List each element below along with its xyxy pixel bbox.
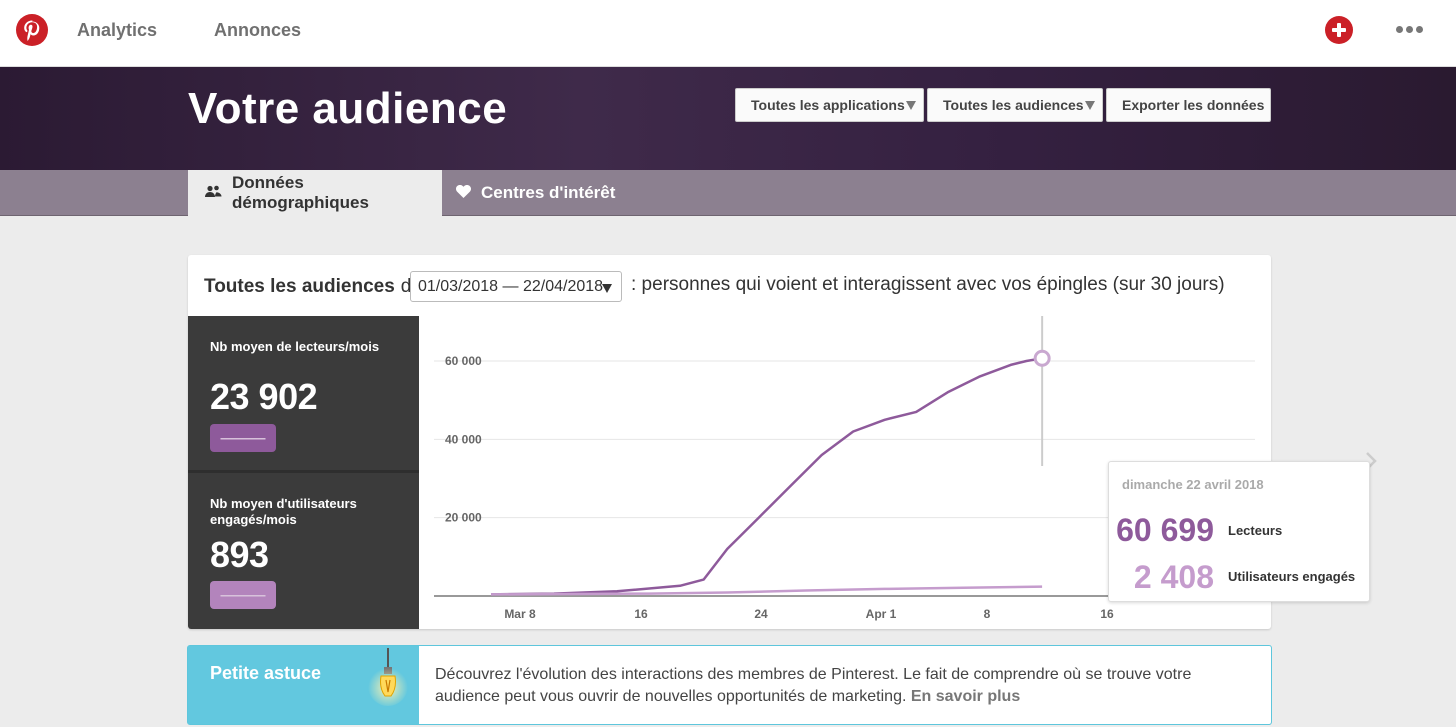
- engaged-stat-label: Nb moyen d'utilisateurs engagés/mois: [210, 496, 357, 527]
- tip-text: Découvrez l'évolution des interactions d…: [435, 664, 1255, 708]
- x-tick-label: Mar 8: [504, 607, 536, 621]
- more-options-icon[interactable]: [1396, 26, 1424, 34]
- date-range-value: 01/03/2018 — 22/04/2018: [418, 277, 604, 295]
- tab-demographics[interactable]: Données démographiques: [188, 170, 442, 216]
- learn-more-link[interactable]: En savoir plus: [910, 688, 1021, 705]
- stats-divider: [188, 470, 419, 473]
- tooltip-engaged-value: 2 408: [1133, 559, 1214, 595]
- date-range-select[interactable]: 01/03/2018 — 22/04/2018: [410, 271, 622, 302]
- tooltip-readers-value: 60 699: [1116, 512, 1214, 548]
- heart-icon: [456, 183, 471, 203]
- readers-stat-value: 23 902: [210, 376, 318, 417]
- nav-analytics[interactable]: Analytics: [77, 20, 158, 40]
- tip-title: Petite astuce: [210, 663, 322, 683]
- audiences-select[interactable]: Toutes les audiences: [927, 88, 1103, 122]
- tab-demographics-label: Données démographiques: [232, 173, 369, 212]
- x-tick-label: Apr 1: [866, 607, 897, 621]
- people-icon: [205, 183, 222, 203]
- caret-down-icon: [602, 284, 612, 293]
- y-tick-label: 60 000: [445, 354, 482, 368]
- tooltip-readers-label: Lecteurs: [1228, 523, 1283, 538]
- caret-down-icon: [1085, 101, 1095, 110]
- tooltip-date: dimanche 22 avril 2018: [1122, 477, 1264, 492]
- tab-interests-label: Centres d'intérêt: [481, 183, 616, 202]
- x-tick-label: 16: [634, 607, 648, 621]
- engaged-stat-value: 893: [210, 534, 269, 575]
- top-nav-bar: [0, 0, 1456, 67]
- x-tick-label: 16: [1100, 607, 1114, 621]
- y-tick-label: 20 000: [445, 511, 482, 525]
- audience-label: Toutes les audiences: [204, 276, 395, 297]
- apps-select-label: Toutes les applications: [751, 97, 905, 113]
- audiences-select-label: Toutes les audiences: [943, 97, 1084, 113]
- x-tick-label: 24: [754, 607, 768, 621]
- engaged-series-line: [490, 585, 1043, 596]
- apps-select[interactable]: Toutes les applications: [735, 88, 924, 122]
- export-data-button[interactable]: Exporter les données: [1106, 88, 1271, 122]
- x-tick-label: 8: [984, 607, 991, 621]
- card-description: : personnes qui voient et interagissent …: [631, 274, 1225, 295]
- tip-body: Découvrez l'évolution des interactions d…: [435, 666, 1192, 705]
- lightbulb-icon: [366, 648, 410, 719]
- tooltip-engaged-label: Utilisateurs engagés: [1228, 569, 1356, 584]
- readers-stat-label: Nb moyen de lecteurs/mois: [210, 339, 380, 354]
- tab-interests[interactable]: Centres d'intérêt: [456, 170, 615, 216]
- engaged-legend-pill[interactable]: ———: [210, 581, 276, 609]
- page-title: Votre audience: [188, 84, 508, 133]
- readers-legend-pill[interactable]: ———: [210, 424, 276, 452]
- export-data-label: Exporter les données: [1122, 97, 1265, 113]
- add-pin-button[interactable]: [1325, 16, 1353, 44]
- highlight-point: [1033, 349, 1051, 367]
- nav-ads[interactable]: Annonces: [214, 20, 302, 40]
- readers-series-line: [490, 357, 1043, 596]
- caret-down-icon: [906, 101, 916, 110]
- card-heading: Toutes les audiences de: [204, 272, 422, 302]
- pinterest-logo-icon[interactable]: [16, 14, 48, 46]
- y-tick-label: 40 000: [445, 432, 482, 446]
- chart-tooltip: [1108, 461, 1370, 602]
